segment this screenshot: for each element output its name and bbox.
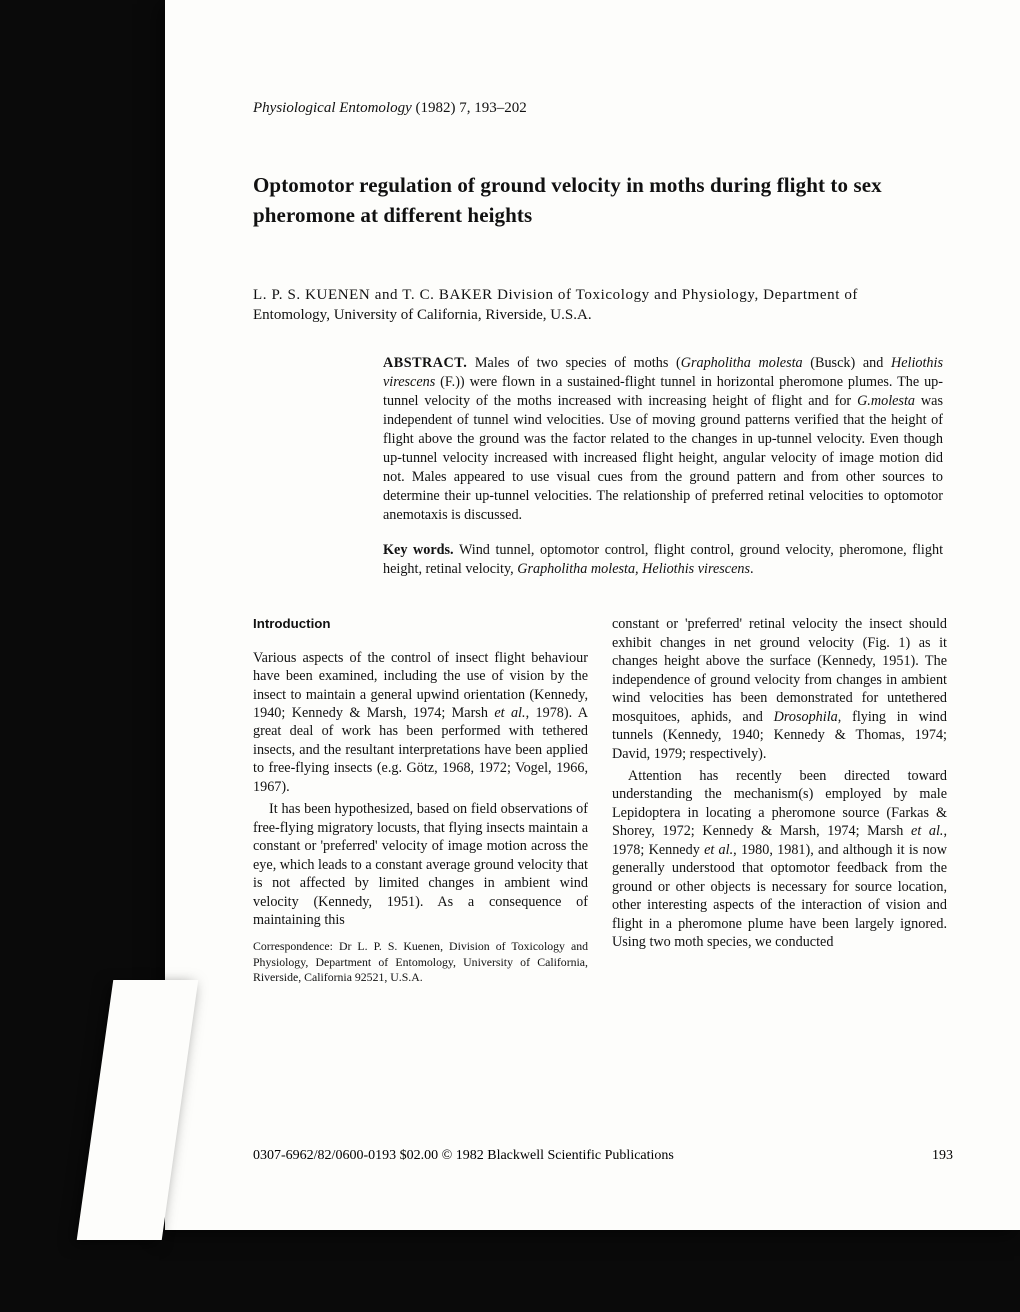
body-columns: Introduction Various aspects of the cont… bbox=[253, 615, 953, 988]
article-title: Optomotor regulation of ground velocity … bbox=[253, 171, 953, 231]
correspondence-note: Correspondence: Dr L. P. S. Kuenen, Divi… bbox=[253, 939, 588, 984]
abstract: ABSTRACT. Males of two species of moths … bbox=[383, 354, 943, 525]
journal-name: Physiological Entomology bbox=[253, 100, 412, 116]
abstract-text: Males of two species of moths (Grapholit… bbox=[383, 355, 943, 523]
page-number: 193 bbox=[932, 1148, 953, 1164]
introduction-heading: Introduction bbox=[253, 615, 588, 632]
journal-citation: Physiological Entomology (1982) 7, 193–2… bbox=[253, 100, 953, 117]
scan-background: · ✦ · · Physiological Entomology (1982) … bbox=[0, 0, 1020, 1312]
column-left: Introduction Various aspects of the cont… bbox=[253, 615, 588, 988]
intro-paragraph-4: Attention has recently been directed tow… bbox=[612, 767, 947, 952]
paper-page: Physiological Entomology (1982) 7, 193–2… bbox=[165, 0, 1020, 1230]
authors-line-1: L. P. S. KUENEN and T. C. BAKER Division… bbox=[253, 287, 858, 303]
authors-line-2: Entomology, University of California, Ri… bbox=[253, 307, 592, 323]
authors-affiliation: L. P. S. KUENEN and T. C. BAKER Division… bbox=[253, 285, 953, 326]
intro-paragraph-1: Various aspects of the control of insect… bbox=[253, 649, 588, 797]
intro-paragraph-3: constant or 'preferred' retinal velocity… bbox=[612, 615, 947, 763]
footer-copyright: 0307-6962/82/0600-0193 $02.00 © 1982 Bla… bbox=[253, 1148, 674, 1164]
page-footer: 0307-6962/82/0600-0193 $02.00 © 1982 Bla… bbox=[253, 1148, 953, 1164]
journal-year-vol: (1982) 7, 193–202 bbox=[415, 100, 526, 116]
keywords-label: Key words. bbox=[383, 542, 454, 558]
column-right: constant or 'preferred' retinal velocity… bbox=[612, 615, 947, 988]
intro-paragraph-2: It has been hypothesized, based on field… bbox=[253, 800, 588, 929]
keywords: Key words. Wind tunnel, optomotor contro… bbox=[383, 541, 943, 579]
abstract-label: ABSTRACT. bbox=[383, 355, 467, 371]
keywords-text: Wind tunnel, optomotor control, flight c… bbox=[383, 542, 943, 577]
page-content: Physiological Entomology (1982) 7, 193–2… bbox=[253, 100, 953, 989]
